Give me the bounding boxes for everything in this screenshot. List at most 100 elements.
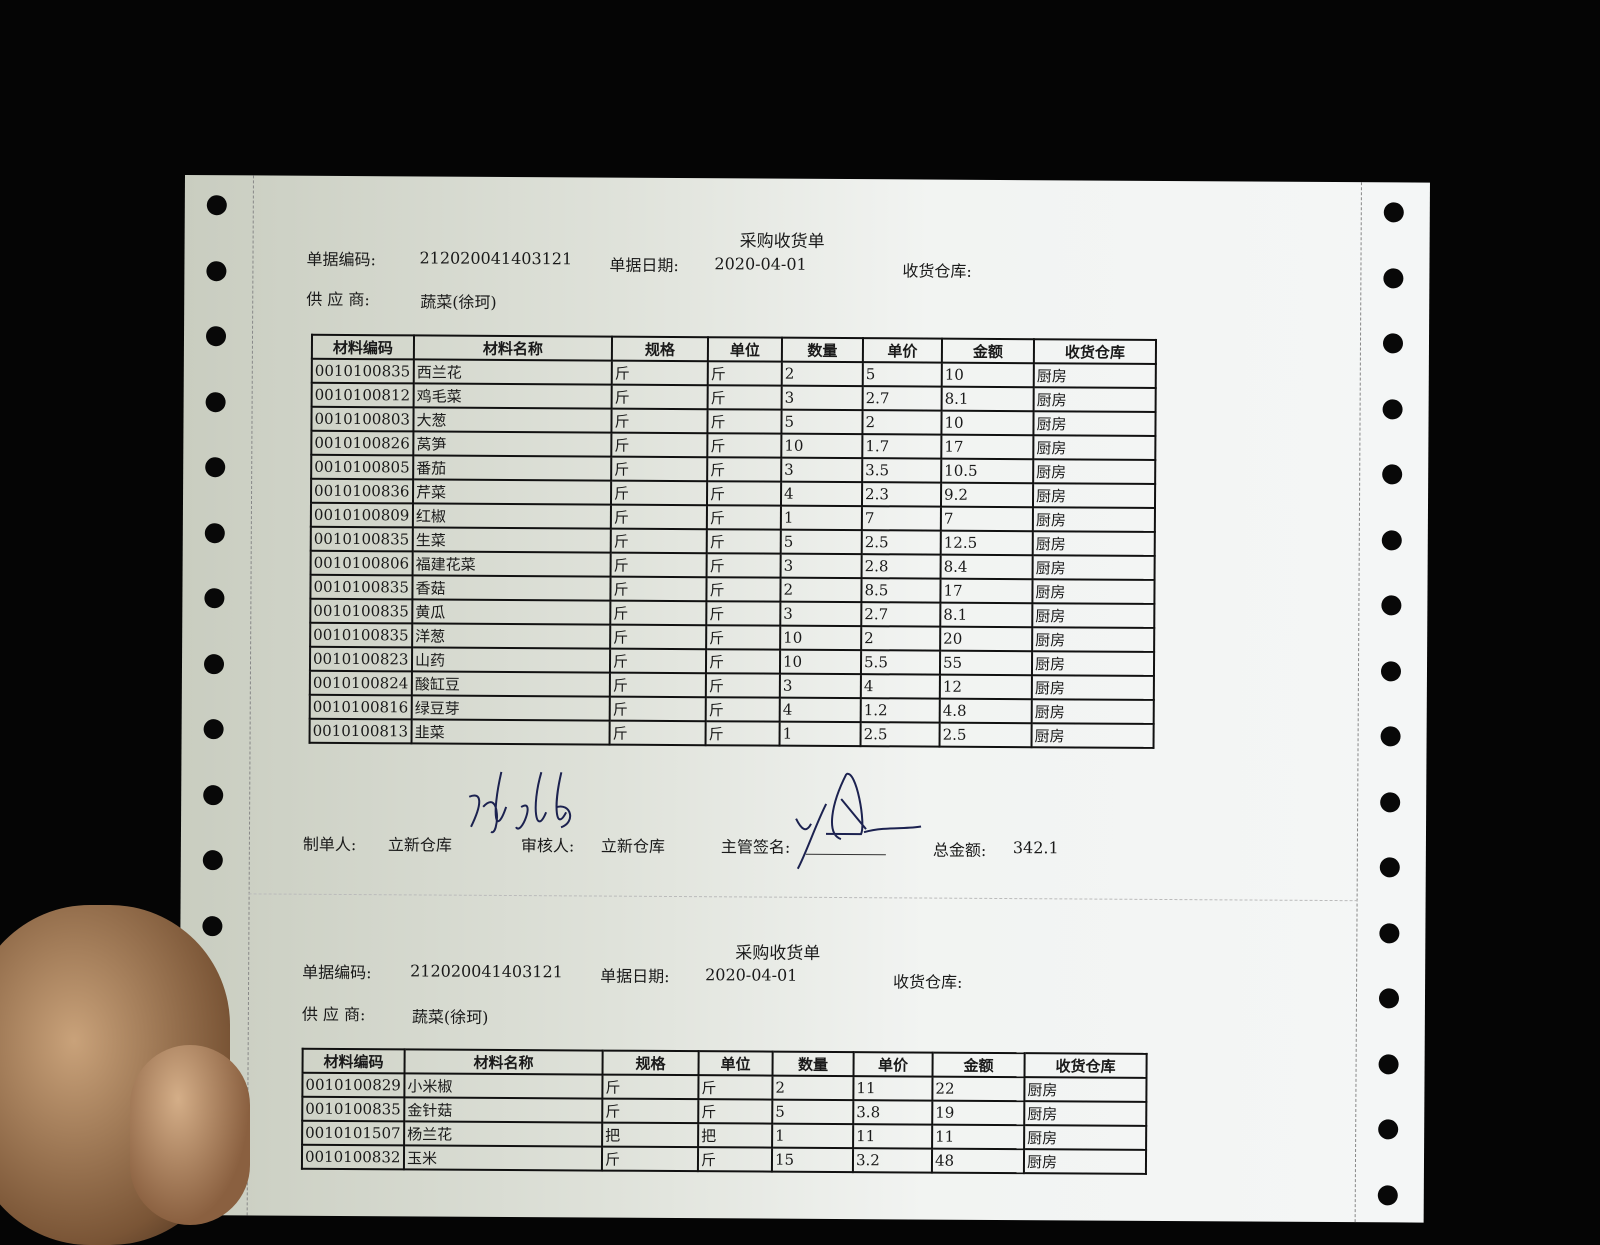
table-cell: 厨房 [1024, 1101, 1147, 1126]
table-cell: 山药 [411, 647, 611, 673]
perforation-hole [203, 784, 224, 805]
table-cell: 斤 [611, 408, 708, 434]
table-cell: 小米椒 [404, 1073, 603, 1099]
table-cell: 5 [780, 529, 862, 555]
finger [130, 1045, 250, 1225]
supervisor-signature [795, 773, 922, 870]
table-cell: 2.7 [862, 386, 942, 411]
date: 2020-04-01 [705, 965, 798, 985]
table-cell: 玉米 [403, 1145, 603, 1171]
table-cell: 厨房 [1032, 603, 1155, 628]
perforation-hole [203, 719, 224, 740]
table-cell: 0010100809 [310, 502, 413, 528]
date-label: 单据日期: [600, 966, 670, 986]
items-table: 材料编码 材料名称 规格 单位 数量 单价 金额 收货仓库 0010100835 西兰花斤斤 2 5 1… [309, 334, 1157, 749]
table-cell: 1 [780, 505, 862, 531]
table-cell: 厨房 [1033, 459, 1156, 484]
table-cell: 斤 [601, 1146, 699, 1172]
table-cell: 2 [780, 577, 862, 603]
table-cell: 厨房 [1023, 1149, 1147, 1174]
table-cell: 香菇 [412, 575, 611, 601]
table-cell: 绿豆芽 [411, 695, 610, 721]
table-cell: 10.5 [941, 458, 1034, 484]
table-cell: 19 [932, 1100, 1025, 1126]
table-cell: 2 [862, 410, 942, 435]
form-title: 采购收货单 [735, 943, 821, 964]
table-cell: 斤 [706, 529, 781, 554]
table-cell: 番茄 [413, 455, 612, 481]
table-cell: 斤 [706, 553, 781, 578]
perforation-hole [202, 850, 223, 871]
table-cell: 斤 [609, 720, 706, 746]
table-cell: 3 [780, 553, 862, 579]
table-cell: 0010100832 [301, 1144, 405, 1170]
table-cell: 0010100823 [309, 646, 413, 672]
table-cell: 斤 [610, 576, 707, 602]
table-cell: 把 [698, 1123, 773, 1148]
date: 2020-04-01 [714, 254, 807, 274]
table-cell: 斤 [610, 552, 707, 578]
perforation-hole [1380, 791, 1401, 812]
table-cell: 斤 [610, 600, 707, 626]
supplier: 蔬菜(徐珂) [411, 1007, 489, 1027]
table-cell: 1 [779, 721, 861, 747]
doc-no-label: 单据编码: [306, 249, 376, 270]
table-cell: 4 [779, 697, 861, 723]
table-cell: 把 [602, 1122, 699, 1148]
perforation-hole [1380, 660, 1402, 681]
table-cell: 韭菜 [411, 719, 610, 745]
table-cell: 22 [932, 1076, 1025, 1102]
table-cell: 斤 [610, 624, 707, 650]
perforation-hole [205, 457, 226, 478]
table-cell: 0010100824 [309, 670, 412, 696]
table-cell: 5 [862, 362, 942, 387]
receipt-paper: 采购收货单 单据编码: 212020041403121 单据日期: 2020-0… [178, 175, 1430, 1223]
supplier-label: 供 应 商: [306, 289, 370, 310]
table-cell: 酸缸豆 [411, 671, 610, 697]
table-cell: 3 [780, 601, 862, 627]
table-cell: 斤 [707, 433, 782, 458]
table-cell: 洋葱 [412, 623, 611, 649]
items-table: 材料编码 材料名称 规格 单位 数量 单价 金额 收货仓库 0010100829 小米椒斤斤 2 11… [301, 1048, 1148, 1175]
table-cell: 4 [860, 674, 940, 699]
table-cell: 斤 [707, 385, 782, 410]
table-cell: 西兰花 [413, 359, 612, 385]
maker: 立新仓库 [387, 835, 452, 855]
perforation-hole [1379, 922, 1400, 943]
table-cell: 鸡毛菜 [413, 383, 612, 409]
table-cell: 8.1 [940, 602, 1033, 628]
table-cell: 斤 [609, 672, 706, 698]
table-cell: 3.5 [862, 458, 942, 483]
table-cell: 厨房 [1032, 483, 1156, 508]
column-header: 单价 [853, 1052, 933, 1077]
table-cell: 0010100829 [302, 1072, 405, 1098]
table-cell: 0010100803 [311, 406, 414, 432]
warehouse-label: 收货仓库: [902, 261, 972, 281]
table-cell: 斤 [611, 360, 708, 386]
table-cell: 3 [779, 673, 861, 699]
table-cell: 12.5 [940, 530, 1033, 556]
table-cell: 0010101507 [302, 1120, 405, 1146]
maker-label: 制单人: [302, 834, 357, 855]
table-cell: 生菜 [412, 527, 611, 553]
table-cell: 2.5 [939, 722, 1032, 748]
table-cell: 55 [939, 650, 1033, 676]
table-cell: 斤 [706, 505, 781, 530]
table-cell: 0010100835 [310, 598, 413, 624]
table-cell: 3 [781, 457, 863, 483]
table-cell: 斤 [705, 697, 780, 722]
perforation-hole [1383, 267, 1404, 288]
reviewer: 立新仓库 [600, 836, 665, 856]
column-header: 单位 [707, 337, 783, 362]
table-cell: 莴笋 [413, 431, 612, 457]
table-cell: 斤 [705, 721, 780, 746]
table-cell: 斤 [706, 601, 781, 626]
table-cell: 厨房 [1033, 411, 1156, 436]
perforation-hole [1379, 857, 1400, 878]
column-header: 单价 [862, 338, 943, 363]
table-cell: 4 [780, 481, 863, 507]
perforation-hole [1380, 726, 1401, 747]
table-cell: 斤 [706, 625, 781, 650]
table-cell: 厨房 [1033, 363, 1156, 388]
column-header: 收货仓库 [1024, 1053, 1147, 1078]
